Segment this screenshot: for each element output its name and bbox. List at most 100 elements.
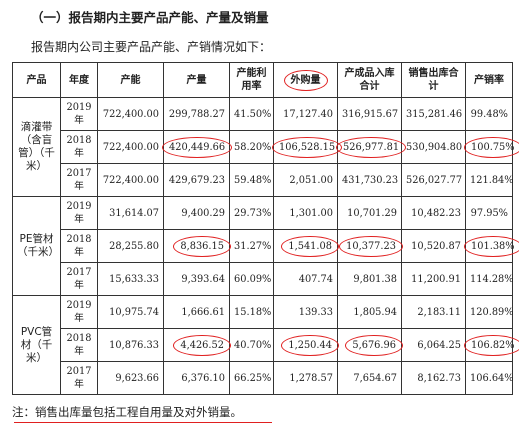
utilization-cell: 41.50% — [229, 97, 274, 131]
table-row: 2018年 28,255.80 8,836.15 31.27% 1,541.08… — [13, 229, 519, 263]
capacity-cell: 9,623.66 — [97, 361, 164, 395]
product-cell: 滴灌带（含盲管）（千米） — [12, 97, 61, 197]
product-cell: PE管材（千米） — [12, 196, 61, 296]
header-stock-out: 销售出库合计 — [401, 62, 466, 98]
stock-out-cell: 8,162.73 — [401, 361, 466, 395]
stock-out-cell: 526,027.77 — [401, 163, 466, 197]
header-purchased: 外购量 — [273, 62, 338, 98]
red-circle-annotation: 106.82% — [464, 334, 519, 356]
table-row: 滴灌带（含盲管）（千米） 2019年 722,400.00 299,788.27… — [12, 97, 513, 197]
sales-ratio-cell: 120.89% — [465, 295, 514, 329]
sales-ratio-cell: 101.38% — [464, 229, 519, 263]
red-circle-annotation: 5,676.96 — [345, 334, 403, 356]
stock-in-cell: 10,701.29 — [337, 196, 402, 230]
output-cell: 429,679.23 — [163, 163, 230, 197]
capacity-cell: 31,614.07 — [97, 196, 164, 230]
table-row: 2017年 722,400.00 429,679.23 59.48% 2,051… — [13, 163, 514, 197]
capacity-cell: 722,400.00 — [97, 97, 164, 131]
stock-in-cell: 10,377.23 — [337, 229, 403, 263]
year-cell: 2017年 — [60, 361, 98, 395]
stock-in-cell: 431,730.23 — [337, 163, 402, 197]
table-row: 2017年 9,623.66 6,376.10 66.25% 1,278.57 … — [13, 361, 514, 395]
table-row: 2017年 15,633.33 9,393.64 60.09% 407.74 9… — [13, 262, 514, 296]
red-circle-annotation: 10,377.23 — [339, 235, 403, 257]
table-header-row: 产品 年度 产能 产量 产能利用率 外购量 产成品入库合计 销售出库合计 产销率 — [12, 62, 513, 98]
red-circle-annotation: 8,836.15 — [173, 235, 231, 257]
red-circle-annotation: 526,977.81 — [336, 136, 407, 158]
header-output: 产量 — [163, 62, 230, 98]
stock-in-cell: 5,676.96 — [337, 328, 403, 362]
capacity-cell: 28,255.80 — [97, 229, 164, 263]
header-utilization: 产能利用率 — [229, 62, 274, 98]
year-cell: 2019年 — [60, 196, 98, 230]
year-cell: 2018年 — [60, 229, 98, 263]
intro-text: 报告期内公司主要产品产能、产销情况如下： — [31, 40, 272, 54]
table-row: 2018年 722,400.00 420,449.66 58.20% 106,5… — [13, 130, 519, 164]
output-cell: 9,400.29 — [163, 196, 230, 230]
red-circle-annotation: 100.75% — [464, 136, 519, 158]
stock-out-cell: 2,183.11 — [401, 295, 466, 329]
utilization-cell: 31.27% — [229, 229, 274, 263]
red-circle-annotation: 4,426.52 — [173, 334, 231, 356]
header-stock-in: 产成品入库合计 — [337, 62, 402, 98]
table-row: 2018年 10,876.33 4,426.52 40.70% 1,250.44… — [13, 328, 519, 362]
red-circle-annotation: 外购量 — [283, 69, 328, 91]
output-cell: 299,788.27 — [163, 97, 230, 131]
stock-out-cell: 315,281.46 — [401, 97, 466, 131]
capacity-cell: 722,400.00 — [97, 130, 164, 164]
header-sales-ratio: 产销率 — [465, 62, 513, 98]
purchased-cell: 1,250.44 — [273, 328, 339, 362]
utilization-cell: 60.09% — [229, 262, 274, 296]
utilization-cell: 40.70% — [229, 328, 274, 362]
red-circle-annotation: 1,250.44 — [281, 334, 339, 356]
output-cell: 8,836.15 — [163, 229, 231, 263]
stock-in-cell: 9,801.38 — [337, 262, 402, 296]
red-circle-annotation: 1,541.08 — [281, 235, 339, 257]
output-cell: 9,393.64 — [163, 262, 230, 296]
table-row: PVC管材（千米） 2019年 10,975.74 1,666.61 15.18… — [12, 295, 514, 395]
utilization-cell: 66.25% — [229, 361, 274, 395]
purchased-cell: 17,127.40 — [273, 97, 338, 131]
year-cell: 2017年 — [60, 262, 98, 296]
header-year: 年度 — [60, 62, 98, 98]
purchased-cell: 1,301.00 — [273, 196, 338, 230]
stock-in-cell: 1,805.94 — [337, 295, 402, 329]
year-cell: 2019年 — [60, 97, 98, 131]
red-underline-annotation — [14, 422, 272, 423]
stock-out-cell: 11,200.91 — [401, 262, 466, 296]
stock-in-cell: 526,977.81 — [336, 130, 407, 164]
sales-ratio-cell: 106.82% — [464, 328, 519, 362]
sales-ratio-cell: 100.75% — [464, 130, 519, 164]
purchased-cell: 407.74 — [273, 262, 338, 296]
capacity-table: 产品 年度 产能 产量 产能利用率 外购量 产成品入库合计 销售出库合计 产销率… — [12, 62, 519, 395]
red-circle-annotation: 101.38% — [464, 235, 519, 257]
utilization-cell: 59.48% — [229, 163, 274, 197]
stock-in-cell: 7,654.67 — [337, 361, 402, 395]
sales-ratio-cell: 97.95% — [465, 196, 513, 230]
capacity-cell: 10,975.74 — [97, 295, 164, 329]
purchased-cell: 139.33 — [273, 295, 338, 329]
section-heading: （一）报告期内主要产品产能、产量及销量 — [31, 10, 269, 25]
stock-out-cell: 530,904.80 — [401, 130, 466, 164]
stock-in-cell: 316,915.67 — [337, 97, 402, 131]
sales-ratio-cell: 99.48% — [465, 97, 513, 131]
sales-ratio-cell: 121.84% — [465, 163, 514, 197]
red-circle-annotation: 106,528.15 — [272, 136, 343, 158]
output-cell: 1,666.61 — [163, 295, 230, 329]
stock-out-cell: 10,482.23 — [401, 196, 466, 230]
utilization-cell: 58.20% — [229, 130, 274, 164]
output-cell: 4,426.52 — [163, 328, 231, 362]
capacity-cell: 10,876.33 — [97, 328, 164, 362]
year-cell: 2017年 — [60, 163, 98, 197]
output-cell: 6,376.10 — [163, 361, 230, 395]
purchased-cell: 2,051.00 — [273, 163, 338, 197]
purchased-cell: 1,278.57 — [273, 361, 338, 395]
header-capacity: 产能 — [97, 62, 164, 98]
year-cell: 2018年 — [60, 130, 98, 164]
header-product: 产品 — [12, 62, 61, 98]
year-cell: 2018年 — [60, 328, 98, 362]
table-row: PE管材（千米） 2019年 31,614.07 9,400.29 29.73%… — [12, 196, 513, 296]
stock-out-cell: 6,064.25 — [401, 328, 466, 362]
purchased-cell: 1,541.08 — [273, 229, 339, 263]
product-cell: PVC管材（千米） — [12, 295, 61, 395]
